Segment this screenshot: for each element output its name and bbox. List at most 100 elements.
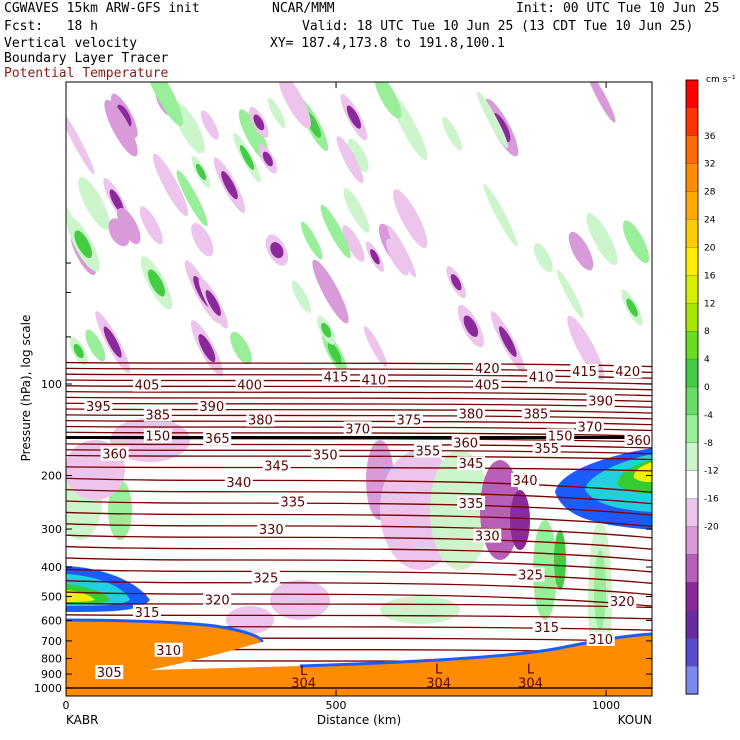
w-cell [104,99,138,157]
x-start-station: KABR [66,713,98,727]
theta-contour [66,420,652,426]
theta-label-group: 345 [457,456,486,472]
w-cell [386,238,409,276]
w-cell [336,136,364,184]
theta-label: 400 [237,379,262,394]
w-core [205,290,221,316]
theta-label-group: 340 [511,472,540,489]
theta-label-group: 420 [613,363,642,380]
x-end-station: KOUN [618,713,652,727]
w-cell [568,231,594,271]
theta-label: 385 [523,408,548,423]
w-core [370,249,380,265]
tropopause-label-bg [546,428,575,443]
x-axis-label: Distance (km) [317,713,401,727]
theta-label-group: 340 [224,474,253,491]
theta-label-bg [235,377,264,392]
colorbar-swatch [685,79,699,109]
theta-label-group: 355 [413,443,442,459]
theta-contour [66,443,652,449]
theta-label-group: 370 [343,421,372,437]
theta-label-group: 390 [197,399,226,415]
theta-label-bg [608,593,637,608]
colorbar-tick-label: 32 [704,160,715,170]
y-tick-label: 800 [41,653,62,666]
colorbar-tick-label: 20 [704,243,716,253]
w-core [198,334,216,363]
forecast-hour: Fcst: 18 h [4,19,98,34]
theta-label: 370 [577,420,602,435]
w-cell [477,91,509,149]
theta-label-bg [133,604,162,619]
low-marker: L [527,663,535,678]
w-cell [343,188,370,233]
theta-contour [66,477,652,493]
w-cell [387,225,416,278]
w-cell [152,153,189,217]
w-cell [594,550,606,630]
theta-label: 405 [135,379,160,394]
y-tick-label: 300 [41,523,62,536]
colorbar-swatch [685,582,699,611]
theta-label: 365 [205,432,230,447]
y-tick-label: 400 [41,561,62,574]
w-cell [270,580,330,620]
theta-label: 390 [199,400,224,415]
w-core [450,274,462,291]
w-core [73,343,84,359]
w-core [498,326,517,357]
theta-label: 375 [397,414,422,429]
y-tick-label: 900 [41,668,62,681]
valid-time: Valid: 18 UTC Tue 10 Jun 25 (13 CDT Tue … [302,19,694,34]
org-label: NCAR/MMM [272,1,335,16]
theta-label: 355 [534,442,559,457]
tropopause-label-group: 150 [143,428,172,445]
terrain-shape [66,620,652,696]
y-tick-label: 500 [41,590,62,603]
colorbar-swatch [685,554,699,584]
colorbar-swatch [685,135,699,165]
w-cell [320,204,351,259]
w-core [109,189,124,213]
w-core [321,322,332,338]
theta-label-bg [203,592,232,607]
theta-label-bg [586,393,615,408]
theta-label: 370 [345,422,370,437]
theta-label: 305 [97,666,122,681]
colorbar-swatch [685,610,699,639]
x-tick-label: 1000 [592,699,620,712]
w-core [74,230,93,258]
theta-label-bg [84,399,113,414]
w-cell [533,520,557,620]
w-cell [483,183,518,247]
w-core [262,151,273,167]
colorbar-tick-label: -4 [704,411,713,421]
theta-label-group: 405 [473,377,502,394]
plot-frame [65,81,653,697]
tracer-plume-yellow [633,462,652,482]
w-cell [300,221,323,260]
w-cell [278,82,312,129]
theta-label: 330 [475,530,500,545]
theta-label-group: 315 [133,604,162,621]
theta-label: 335 [280,495,305,510]
colorbar-frame [685,79,699,695]
theta-contour [66,500,652,516]
y-tick-label: 600 [41,615,62,628]
colorbar: 36 32 28 24 20 16 12 8 4 0 -4 -8 -12 -16 -20 [685,79,719,695]
y-tick-label: 700 [41,635,62,648]
w-cell [291,280,312,314]
theta-contour [66,408,652,414]
theta-label-bg [532,441,561,456]
theta-contour [66,466,652,472]
theta-label-bg [570,363,599,378]
colorbar-tick-label: -8 [704,439,713,449]
theta-label: 420 [475,362,500,377]
theta-label-bg [457,495,486,510]
w-cell [556,269,584,319]
colorbar-swatch [685,638,699,667]
theta-label-bg [527,369,556,384]
w-core [195,163,207,181]
theta-contour [66,557,652,573]
